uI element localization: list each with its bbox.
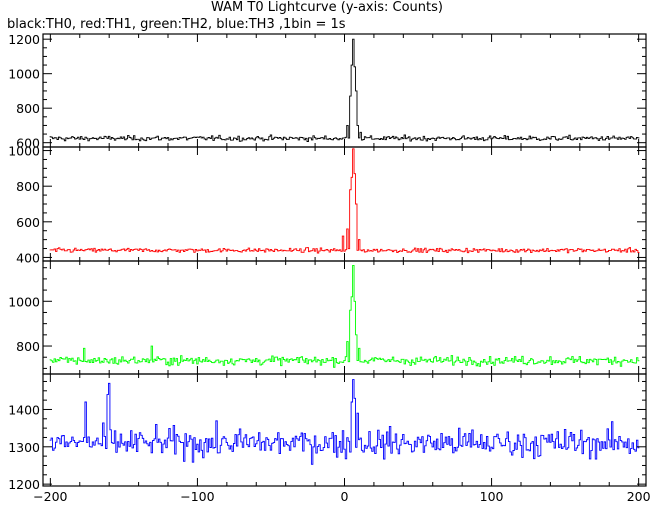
- chart-title: WAM T0 Lightcurve (y-axis: Counts): [211, 0, 443, 15]
- y-tick-label: 1400: [8, 402, 40, 417]
- y-tick-label: 1000: [8, 294, 40, 309]
- y-tick-label: 600: [16, 136, 40, 151]
- y-tick-label: 1000: [8, 67, 40, 82]
- y-tick-label: 1000: [8, 144, 40, 159]
- x-tick-label: −200: [33, 489, 67, 504]
- series-line-th2: [49, 265, 640, 368]
- y-tick-label: 1200: [8, 477, 40, 492]
- panel-frame-4: [42, 373, 647, 487]
- y-tick-label: 800: [16, 339, 40, 354]
- panel-frame-2: [42, 146, 647, 262]
- chart-subtitle: black:TH0, red:TH1, green:TH2, blue:TH3 …: [7, 17, 346, 32]
- y-tick-label: 1300: [8, 440, 40, 455]
- y-tick-label: 400: [16, 250, 40, 265]
- y-tick-label: 800: [16, 101, 40, 116]
- panel-frame-1: [42, 33, 647, 148]
- series-line-th3: [49, 379, 640, 465]
- x-tick-label: 200: [627, 489, 651, 504]
- y-tick-label: 600: [16, 215, 40, 230]
- x-tick-label: −100: [180, 489, 214, 504]
- y-tick-label: 1200: [8, 32, 40, 47]
- series-line-th1: [49, 148, 640, 254]
- x-tick-label: 0: [341, 489, 349, 504]
- x-tick-label: 100: [480, 489, 504, 504]
- y-tick-label: 800: [16, 179, 40, 194]
- series-line-th0: [49, 38, 640, 142]
